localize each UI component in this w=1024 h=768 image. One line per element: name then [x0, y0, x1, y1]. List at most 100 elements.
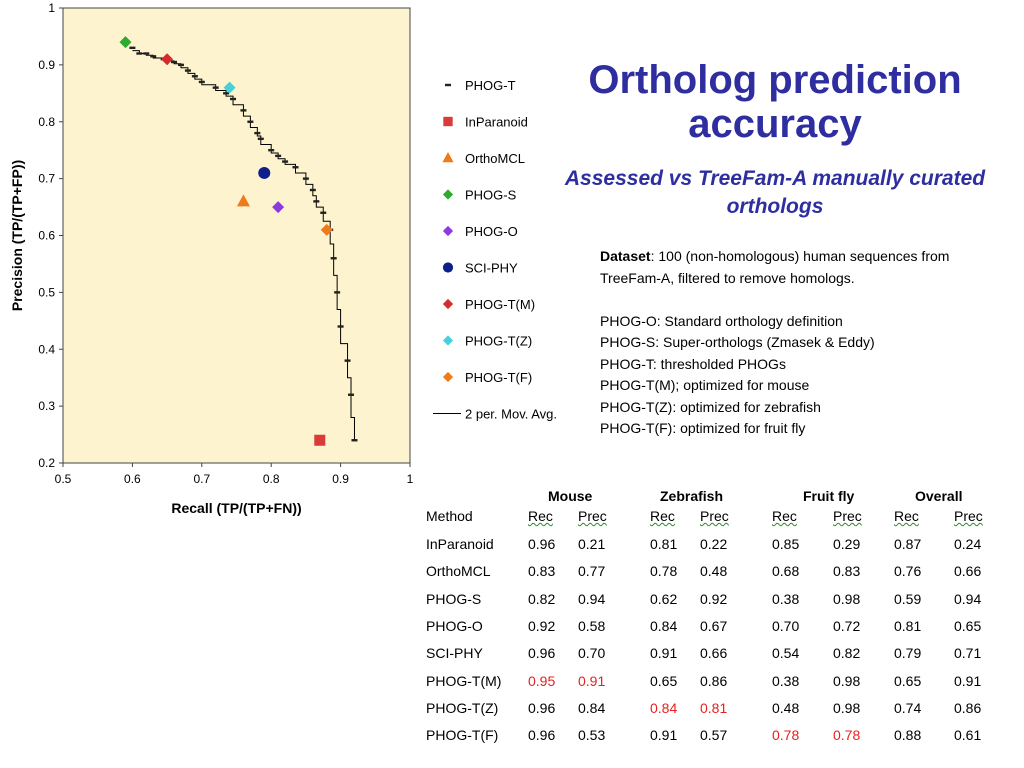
phog-t-point: [129, 46, 136, 50]
table-value-cell: 0.85: [772, 536, 800, 552]
phog-t-point: [247, 120, 254, 123]
dataset-paragraph: Dataset: 100 (non-homologous) human sequ…: [600, 246, 1005, 289]
phog-t-point: [184, 69, 191, 72]
slide-title: Ortholog prediction accuracy: [588, 58, 962, 146]
dataset-label: Dataset: [600, 248, 651, 264]
phog-t-point: [223, 92, 230, 95]
phog-t-point: [337, 325, 344, 328]
table-row: PHOG-O 0.92 0.58 0.84 0.67 0.70 0.72 0.81 0.65: [418, 618, 1018, 642]
phog-t-point: [320, 211, 327, 214]
table-method-cell: PHOG-S: [426, 590, 482, 607]
phog-t-point: [150, 55, 157, 58]
phog-t-point: [198, 80, 205, 84]
table-method-cell: PHOG-T(F): [426, 727, 499, 744]
table-value-cell: 0.92: [528, 617, 556, 634]
table-value-cell: 0.91: [578, 672, 606, 689]
legend-label: PHOG-T(M): [465, 297, 535, 312]
table-value-cell: 0.68: [772, 563, 800, 580]
legend-phog-s-symbol: [442, 189, 454, 200]
table-value-cell: 0.57: [700, 727, 728, 744]
table-column-header: Prec: [954, 508, 983, 524]
y-tick-label: 0.5: [38, 285, 55, 299]
legend-label: PHOG-T: [465, 78, 516, 93]
table-value-cell: 0.24: [954, 536, 982, 552]
legend-label: SCI-PHY: [465, 261, 518, 276]
x-tick-label: 0.8: [263, 472, 280, 486]
y-tick-label: 0.7: [38, 172, 55, 186]
table-row: PHOG-T(F) 0.96 0.53 0.91 0.57 0.78 0.78 0.88 0.6…: [418, 727, 1018, 751]
legend-phog-t-z-symbol: [442, 335, 454, 346]
table-value-cell: 0.78: [772, 727, 800, 744]
phog-t-z-point: [223, 81, 236, 94]
table-value-cell: 0.88: [894, 727, 922, 744]
table-value-cell: 0.83: [833, 563, 861, 580]
table-value-cell: 0.78: [833, 727, 861, 744]
y-tick-label: 0.6: [38, 229, 55, 243]
legend-inparanoid-symbol: [443, 116, 453, 127]
table-value-cell: 0.59: [894, 590, 922, 607]
table-value-cell: 0.81: [700, 699, 728, 716]
table-value-cell: 0.91: [650, 645, 678, 662]
table-value-cell: 0.95: [528, 672, 556, 689]
table-value-cell: 0.82: [833, 645, 861, 662]
y-tick-label: 0.3: [38, 399, 55, 413]
table-value-cell: 0.72: [833, 617, 861, 634]
table-value-cell: 0.87: [894, 536, 922, 552]
x-tick-label: 0.9: [332, 472, 349, 486]
table-value-cell: 0.98: [833, 699, 861, 716]
phog-t-point: [302, 177, 309, 180]
table-value-cell: 0.48: [772, 699, 800, 716]
legend-phog-o-symbol: [442, 225, 454, 237]
definition-item: PHOG-T(Z): optimized for zebrafish: [600, 398, 821, 415]
phog-t-point: [143, 52, 150, 55]
table-value-cell: 0.77: [578, 563, 606, 580]
table-value-cell: 0.65: [650, 672, 678, 689]
dataset-notes: Dataset: 100 (non-homologous) human sequ…: [600, 246, 1005, 440]
x-tick-label: 0.5: [55, 472, 72, 486]
table-value-cell: 0.61: [954, 727, 982, 744]
y-tick-label: 0.9: [38, 58, 55, 72]
table-value-cell: 0.81: [894, 617, 922, 634]
y-tick-label: 0.4: [38, 342, 55, 356]
table-value-cell: 0.54: [772, 645, 800, 662]
table-column-header: Rec: [528, 508, 553, 524]
y-axis-title: Precision (TP/(TP+FP)): [9, 160, 25, 311]
table-value-cell: 0.84: [578, 699, 606, 716]
legend-label: PHOG-S: [465, 188, 517, 203]
y-tick-label: 0.2: [38, 456, 55, 470]
table-value-cell: 0.21: [578, 536, 606, 552]
phog-t-point: [292, 166, 299, 169]
table-column-header: Rec: [772, 508, 797, 524]
legend-phog-t-symbol: [445, 83, 451, 87]
table-value-cell: 0.96: [528, 727, 556, 744]
table-method-cell: PHOG-T(Z): [426, 699, 499, 716]
slide-subtitle: Assessed vs TreeFam-A manually curated o…: [564, 167, 986, 218]
y-tick-label: 0.8: [38, 115, 55, 129]
table-group-header: Mouse: [548, 488, 593, 504]
table-value-cell: 0.70: [578, 645, 606, 662]
legend-orthomcl-symbol: [442, 152, 454, 163]
table-value-cell: 0.94: [578, 590, 606, 607]
table-value-cell: 0.94: [954, 590, 982, 607]
phog-t-point: [282, 160, 289, 163]
table-method-cell: SCI-PHY: [426, 645, 483, 662]
phog-t-point: [348, 393, 355, 396]
phog-t-m-point: [161, 53, 174, 66]
table-column-header: Rec: [894, 508, 919, 524]
table-value-cell: 0.29: [833, 536, 861, 552]
table-value-cell: 0.98: [833, 672, 861, 689]
legend-label: OrthoMCL: [465, 151, 525, 166]
y-tick-label: 1: [48, 1, 55, 15]
table-row: PHOG-T(Z) 0.96 0.84 0.84 0.81 0.48 0.98 0.74 0.8…: [418, 700, 1018, 724]
table-value-cell: 0.82: [528, 590, 556, 607]
phog-t-point: [275, 154, 282, 158]
precision-recall-chart: 0.5 0.6 0.7 0.8 0.9 1 0.2 0.3 0.4 0.5 0.6 0.7 0.8 0.9…: [9, 1, 557, 516]
table-column-header: Prec: [578, 508, 607, 524]
phog-t-point: [254, 131, 261, 135]
table-value-cell: 0.58: [578, 617, 606, 634]
phog-t-point: [268, 148, 275, 152]
table-row: OrthoMCL 0.83 0.77 0.78 0.48 0.68 0.83 0.76 0.66: [418, 563, 1018, 587]
orthomcl-point: [236, 194, 250, 207]
table-value-cell: 0.79: [894, 645, 922, 662]
inparanoid-point: [314, 434, 326, 446]
